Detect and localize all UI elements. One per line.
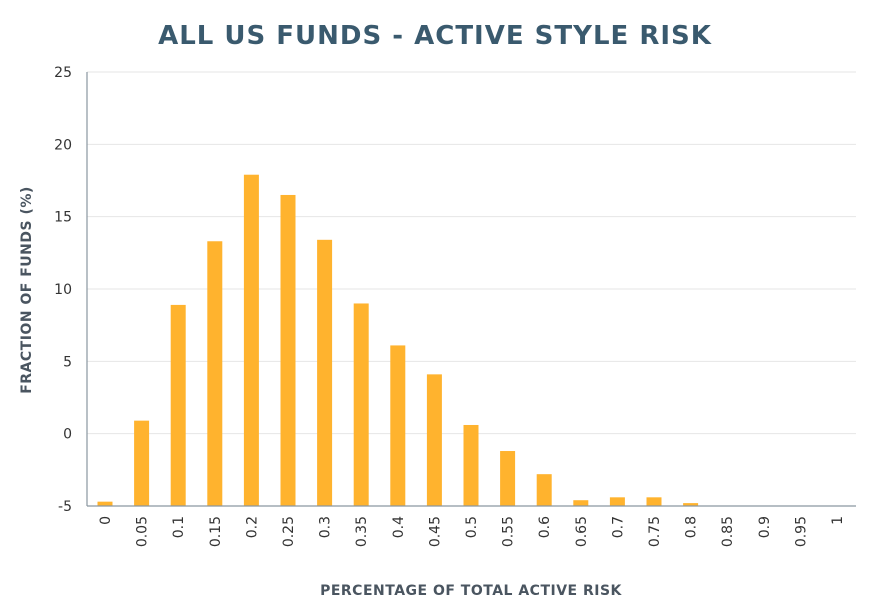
x-tick-labels: 0 0.05 0.1 0.15 0.2 0.25 0.3 0.35 0.4 0.45 0.5 0.55… (98, 516, 846, 547)
bar-0.8 (683, 503, 699, 506)
x-tick-label: 0.75 (647, 516, 663, 547)
bar-0.2 (243, 174, 259, 507)
bar-0.65 (573, 500, 589, 506)
x-tick-label: 0.65 (574, 516, 590, 547)
y-tick-label: 25 (54, 65, 72, 81)
bar-0.7 (609, 497, 625, 506)
bar-0.15 (207, 241, 223, 506)
y-tick-label: 5 (63, 354, 72, 370)
bar-0.45 (426, 374, 442, 506)
bars-layer (97, 174, 699, 507)
x-tick-label: 0.5 (464, 516, 480, 538)
y-tick-label: -5 (58, 499, 72, 515)
bar-0.35 (353, 303, 369, 506)
x-tick-label: 0.1 (171, 516, 187, 538)
bar-0.3 (317, 239, 333, 506)
x-tick-label: 0.4 (391, 516, 407, 538)
bar-0.6 (536, 474, 552, 506)
grid-layer (87, 71, 856, 435)
x-tick-label: 1 (830, 516, 846, 525)
x-tick-label: 0.05 (135, 516, 151, 547)
y-tick-label: 10 (54, 282, 72, 298)
x-tick-label: 0 (98, 516, 114, 525)
x-tick-label: 0.8 (684, 516, 700, 538)
bar-0.4 (390, 345, 406, 506)
y-tick-labels: 25 20 15 10 5 0 -5 (54, 65, 72, 515)
x-tick-label: 0.6 (537, 516, 553, 538)
bar-0 (97, 501, 113, 506)
x-tick-label: 0.2 (244, 516, 260, 538)
y-tick-label: 0 (63, 427, 72, 443)
x-tick-label: 0.3 (318, 516, 334, 538)
x-tick-label: 0.15 (208, 516, 224, 547)
x-axis-title: PERCENTAGE OF TOTAL ACTIVE RISK (320, 583, 622, 599)
x-tick-label: 0.7 (610, 516, 626, 538)
bar-0.75 (646, 497, 662, 506)
bar-0.05 (134, 420, 150, 506)
bar-0.25 (280, 194, 296, 506)
bar-0.55 (500, 451, 516, 506)
chart-title: ALL US FUNDS - ACTIVE STYLE RISK (158, 21, 712, 51)
bar-0.5 (463, 424, 479, 506)
x-tick-label: 0.35 (354, 516, 370, 547)
x-tick-label: 0.55 (501, 516, 517, 547)
y-tick-label: 15 (54, 210, 72, 226)
x-tick-label: 0.85 (720, 516, 736, 547)
y-tick-label: 20 (54, 137, 72, 153)
x-tick-label: 0.9 (757, 516, 773, 538)
x-tick-label: 0.45 (427, 516, 443, 547)
bar-0.1 (170, 304, 186, 506)
x-tick-label: 0.95 (793, 516, 809, 547)
y-axis-title: FRACTION OF FUNDS (%) (19, 186, 35, 394)
x-tick-label: 0.25 (281, 516, 297, 547)
